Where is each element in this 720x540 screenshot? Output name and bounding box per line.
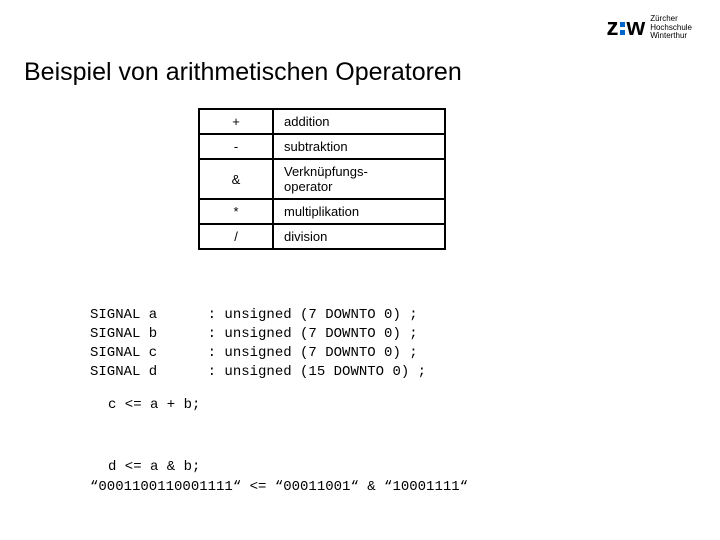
signal-declarations: SIGNAL a : unsigned (7 DOWNTO 0) ; SIGNA…: [90, 306, 426, 382]
page-title: Beispiel von arithmetischen Operatoren: [24, 58, 462, 87]
operator-symbol: *: [199, 199, 273, 224]
operator-symbol: /: [199, 224, 273, 249]
logo-subtext: Zürcher Hochschule Winterthur: [650, 15, 692, 41]
operator-desc: multiplikation: [273, 199, 445, 224]
operator-symbol: +: [199, 109, 273, 134]
table-row: / division: [199, 224, 445, 249]
operators-table: + addition - subtraktion & Verknüpfungs-…: [198, 108, 446, 250]
operator-desc: Verknüpfungs- operator: [273, 159, 445, 199]
assignment-concat: d <= a & b;: [108, 458, 200, 477]
table-row: + addition: [199, 109, 445, 134]
operator-desc: subtraktion: [273, 134, 445, 159]
assignment-add: c <= a + b;: [108, 396, 200, 415]
operator-symbol: -: [199, 134, 273, 159]
logo-dots-icon: [620, 22, 625, 35]
operator-symbol: &: [199, 159, 273, 199]
concat-example: “0001100110001111“ <= “00011001“ & “1000…: [90, 478, 468, 497]
table-row: * multiplikation: [199, 199, 445, 224]
logo-letter-w: w: [627, 14, 645, 42]
logo-mark: z w: [607, 14, 645, 42]
operator-desc: division: [273, 224, 445, 249]
table-row: - subtraktion: [199, 134, 445, 159]
logo-letter-z: z: [607, 14, 618, 42]
operator-desc: addition: [273, 109, 445, 134]
logo: z w Zürcher Hochschule Winterthur: [607, 14, 692, 42]
logo-line3: Winterthur: [650, 32, 692, 41]
table-row: & Verknüpfungs- operator: [199, 159, 445, 199]
